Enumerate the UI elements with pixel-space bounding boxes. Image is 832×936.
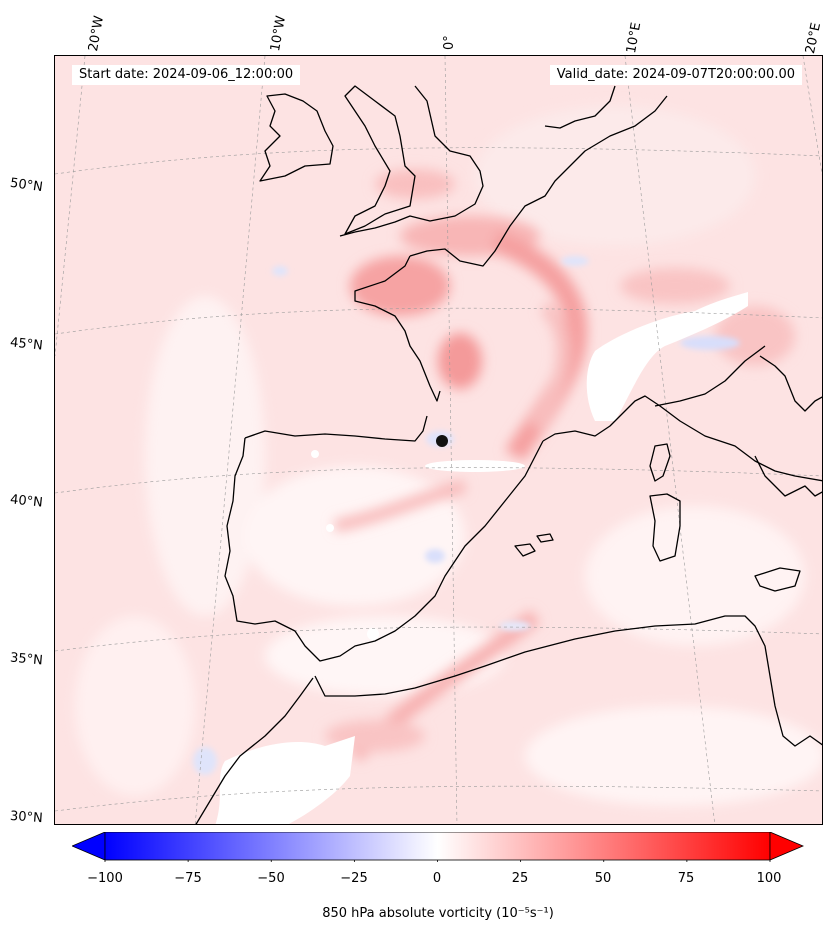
colorbar-tick-label: 100: [756, 871, 782, 886]
lat-label-40n: 40°N: [9, 492, 44, 511]
lon-label-20w: 20°W: [86, 14, 108, 53]
valid-date-label: Valid_date: 2024-09-07T20:00:00.00: [549, 65, 802, 85]
lon-label-10w: 10°W: [268, 14, 290, 53]
colorbar-tick-label: −100: [87, 871, 123, 886]
lat-label-35n: 35°N: [9, 650, 44, 669]
colorbar-tick-label: −50: [257, 871, 285, 886]
coastlines: [195, 85, 822, 824]
colorbar-label: 850 hPa absolute vorticity (10⁻⁵s⁻¹): [322, 906, 554, 921]
graticule: [55, 56, 822, 824]
vorticity-map: [55, 56, 822, 824]
colorbar-tick-label: 75: [677, 871, 695, 886]
masked-terrain-areas: [215, 292, 748, 824]
colorbar-tick-label: 50: [594, 871, 612, 886]
strong-vorticity-features: [325, 169, 795, 762]
colorbar-tick-label: 25: [511, 871, 529, 886]
location-marker: [436, 435, 448, 447]
colorbar-tick-label: −75: [174, 871, 202, 886]
start-date-label: Start date: 2024-09-06_12:00:00: [72, 65, 301, 85]
colorbar-body: [104, 832, 771, 861]
colorbar-max-extend: [769, 832, 804, 861]
lon-label-10e: 10°E: [624, 21, 645, 55]
lon-label-0: 0°: [442, 35, 457, 50]
map-frame: Start date: 2024-09-06_12:00:00 Valid_da…: [54, 55, 823, 825]
colorbar-tick-marks: [104, 860, 771, 862]
colorbar-tick-label: −25: [340, 871, 368, 886]
lat-label-30n: 30°N: [9, 808, 44, 827]
colorbar-min-extend: [72, 832, 106, 861]
colorbar-tick-label: 0: [432, 871, 442, 886]
colorbar: [72, 832, 804, 862]
lat-label-45n: 45°N: [9, 335, 44, 354]
lat-label-50n: 50°N: [9, 175, 44, 196]
lon-label-20e: 20°E: [803, 21, 825, 56]
